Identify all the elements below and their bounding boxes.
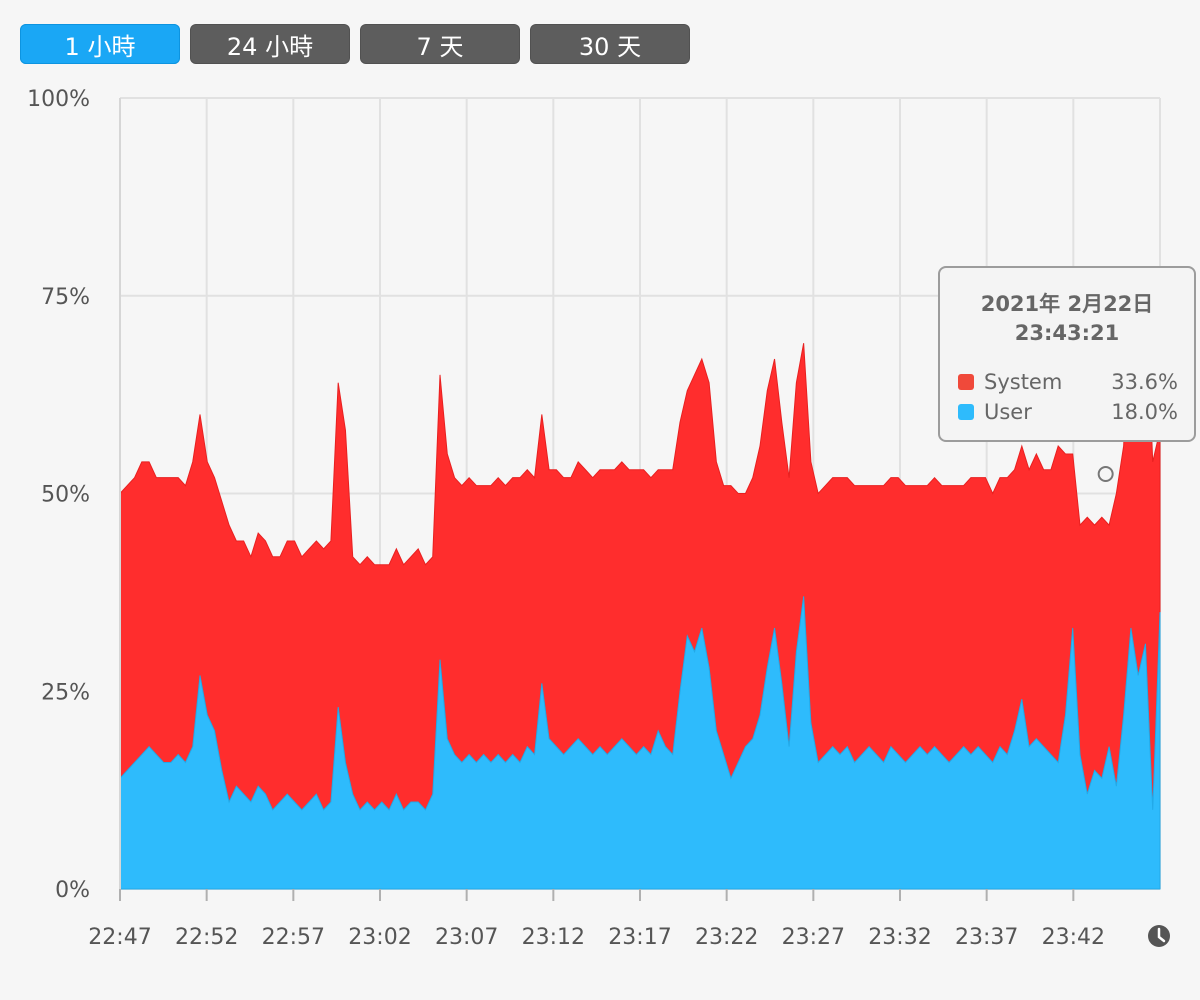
tooltip-time: 23:43:21	[1014, 321, 1120, 345]
x-tick-label: 23:42	[1042, 925, 1105, 950]
y-tick-label: 25%	[41, 680, 90, 705]
tooltip-row-system: System 33.6%	[958, 367, 1178, 397]
tooltip-date: 2021年 2月22日	[980, 292, 1154, 316]
clock-icon	[1148, 925, 1170, 947]
tab-1-hour[interactable]: 1 小時	[20, 24, 180, 64]
x-tick-label: 22:57	[262, 925, 325, 950]
chart-tooltip: 2021年 2月22日 23:43:21 System 33.6% User 1…	[938, 266, 1196, 442]
system-color-swatch	[958, 374, 974, 390]
user-series-area	[119, 596, 1161, 890]
tooltip-label-system: System	[984, 370, 1063, 394]
x-tick-label: 22:52	[175, 925, 238, 950]
tooltip-row-user: User 18.0%	[958, 397, 1178, 427]
tab-24-hours[interactable]: 24 小時	[190, 24, 350, 64]
tooltip-label-user: User	[984, 400, 1032, 424]
tab-7-days[interactable]: 7 天	[360, 24, 520, 64]
x-tick-label: 23:27	[782, 925, 845, 950]
tooltip-value-user: 18.0%	[1111, 400, 1178, 424]
x-tick-label: 23:32	[868, 925, 931, 950]
x-tick-label: 23:07	[435, 925, 498, 950]
y-tick-label: 0%	[55, 878, 90, 903]
clock-hands	[1157, 927, 1166, 943]
x-tick-label: 23:12	[522, 925, 585, 950]
tooltip-value-system: 33.6%	[1111, 370, 1178, 394]
y-tick-label: 100%	[27, 87, 90, 112]
x-tick-label: 23:02	[348, 925, 411, 950]
x-tick-label: 22:47	[88, 925, 151, 950]
tooltip-marker	[1097, 466, 1114, 482]
x-tick-label: 23:37	[955, 925, 1018, 950]
time-range-tabs: 1 小時 24 小時 7 天 30 天	[20, 24, 690, 64]
y-tick-label: 50%	[41, 483, 90, 508]
x-tick-label: 23:17	[608, 925, 671, 950]
tab-30-days[interactable]: 30 天	[530, 24, 690, 64]
y-tick-label: 75%	[41, 285, 90, 310]
user-color-swatch	[958, 404, 974, 420]
x-tick-label: 23:22	[695, 925, 758, 950]
